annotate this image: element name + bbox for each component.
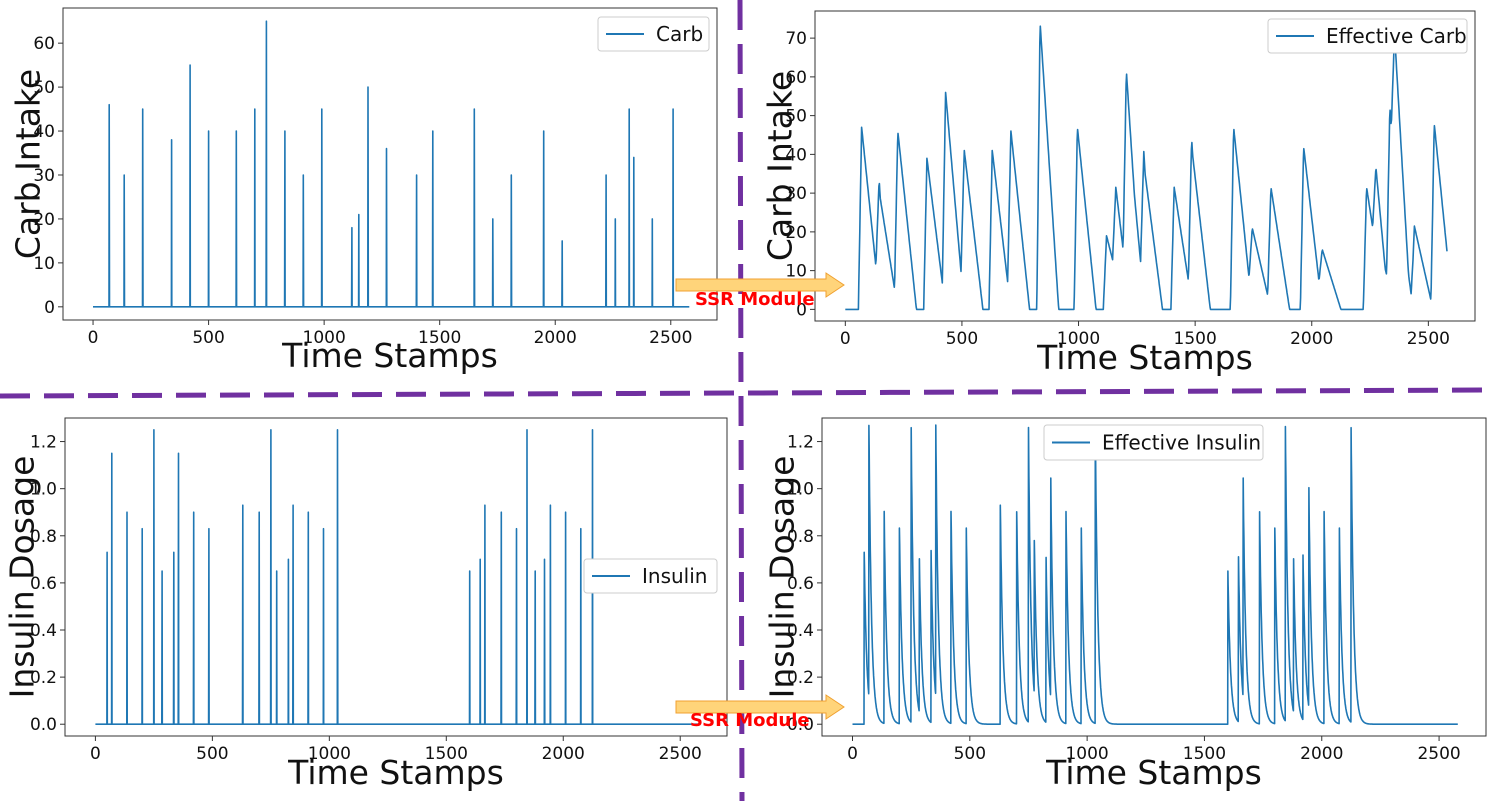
x-axis-label: Time Stamps <box>1036 338 1253 377</box>
y-tick-label: 60 <box>33 34 55 54</box>
y-tick-label: 1.2 <box>787 433 814 453</box>
x-tick-label: 1500 <box>1174 329 1217 349</box>
vertical-divider <box>737 0 745 801</box>
y-tick-label: 10 <box>33 254 55 274</box>
y-tick-label: 1.0 <box>30 480 57 500</box>
ssr-module-arrow-bottom: SSR Module <box>675 694 845 731</box>
series-line-insulin <box>95 429 699 725</box>
y-tick-label: 0.8 <box>787 527 814 547</box>
x-tick-label: 1500 <box>1183 744 1226 764</box>
legend: Carb <box>597 16 710 52</box>
y-tick-label: 20 <box>33 210 55 230</box>
series-line-carb <box>93 20 690 308</box>
x-tick-label: 1500 <box>418 328 461 348</box>
y-tick-label: 10 <box>785 262 807 282</box>
x-tick-label: 2500 <box>1417 744 1460 764</box>
chart-bottom-right: 0 500 1000 1500 2000 2500 0.0 0.2 0.4 0.6 0.8 1.0 1.… <box>763 417 1487 792</box>
x-axis-label: Time Stamps <box>287 753 504 792</box>
plot-frame <box>821 417 1487 737</box>
y-tick-label: 0 <box>44 298 55 318</box>
y-tick-label: 0.8 <box>30 527 57 547</box>
ssr-module-arrow-top: SSR Module <box>675 272 845 310</box>
x-tick-label: 2000 <box>1300 744 1343 764</box>
x-axis-label: Time Stamps <box>1045 753 1262 792</box>
series-line-effective-carb <box>845 25 1448 311</box>
plot-frame <box>62 7 718 321</box>
y-tick-label: 1.0 <box>787 480 814 500</box>
plot-frame <box>64 417 728 737</box>
y-tick-label: 0.0 <box>30 715 57 735</box>
series-line-effective-insulin <box>851 424 1459 725</box>
ssr-module-label: SSR Module <box>695 289 815 310</box>
legend-box <box>583 558 718 594</box>
y-tick-label: 30 <box>785 184 807 204</box>
y-tick-label: 70 <box>785 29 807 49</box>
legend-box <box>1267 18 1468 54</box>
y-tick-label: 0.4 <box>787 621 814 641</box>
x-tick-label: 1000 <box>1065 744 1108 764</box>
y-tick-label: 0.6 <box>787 574 814 594</box>
legend-label: Insulin <box>642 564 707 588</box>
y-tick-label: 0.2 <box>30 668 57 688</box>
chart-top-right: 0 500 1000 1500 2000 2500 0 10 20 30 40 50 60 70 Time … <box>761 10 1476 377</box>
legend-box <box>1043 424 1264 461</box>
y-tick-label: 20 <box>785 223 807 243</box>
ssr-module-label: SSR Module <box>690 710 810 731</box>
legend-label: Effective Insulin <box>1102 431 1261 455</box>
x-tick-label: 0 <box>90 744 101 764</box>
y-axis-label: Carb Intake <box>761 71 800 261</box>
legend-label: Carb <box>656 22 703 46</box>
x-tick-label: 2000 <box>1290 329 1333 349</box>
y-tick-label: 1.2 <box>30 433 57 453</box>
x-tick-label: 2500 <box>659 744 702 764</box>
x-tick-label: 0 <box>840 329 851 349</box>
y-tick-label: 50 <box>33 78 55 98</box>
x-tick-label: 1000 <box>1057 329 1100 349</box>
legend-box <box>597 16 710 52</box>
legend: Effective Insulin <box>1043 424 1264 461</box>
x-tick-label: 2500 <box>1407 329 1450 349</box>
y-tick-label: 60 <box>785 68 807 88</box>
legend-label: Effective Carb <box>1326 24 1467 48</box>
x-tick-label: 1500 <box>425 744 468 764</box>
x-tick-label: 1000 <box>308 744 351 764</box>
horizontal-divider <box>0 387 1495 399</box>
x-tick-label: 0 <box>847 744 858 764</box>
chart-top-left: 0 500 1000 1500 2000 2500 0 10 20 30 40 50 60 Time St… <box>9 7 718 375</box>
plot-frame <box>814 10 1476 322</box>
x-tick-label: 500 <box>192 328 224 348</box>
y-tick-label: 40 <box>33 122 55 142</box>
y-tick-label: 0 <box>796 300 807 320</box>
legend: Effective Carb <box>1267 18 1468 54</box>
y-tick-label: 0.4 <box>30 621 57 641</box>
y-tick-label: 30 <box>33 166 55 186</box>
y-tick-label: 0.2 <box>787 668 814 688</box>
right-arrow-icon <box>675 694 845 720</box>
x-tick-label: 500 <box>196 744 228 764</box>
x-tick-label: 2000 <box>534 328 577 348</box>
x-tick-label: 500 <box>946 329 978 349</box>
y-axis-label: Insulin Dosage <box>3 456 42 699</box>
right-arrow-icon <box>675 272 845 298</box>
y-tick-label: 0.6 <box>30 574 57 594</box>
chart-bottom-left: 0 500 1000 1500 2000 2500 0.0 0.2 0.4 0.6 0.8 1.0 1.… <box>3 417 728 792</box>
x-tick-label: 1000 <box>303 328 346 348</box>
x-tick-label: 0 <box>88 328 99 348</box>
y-tick-label: 0.0 <box>787 715 814 735</box>
y-tick-label: 50 <box>785 107 807 127</box>
y-axis-label: Insulin Dosage <box>763 456 802 699</box>
x-tick-label: 2000 <box>542 744 585 764</box>
x-tick-label: 500 <box>954 744 986 764</box>
x-axis-label: Time Stamps <box>281 336 498 375</box>
y-axis-label: Carb Intake <box>9 69 48 259</box>
legend: Insulin <box>583 558 718 594</box>
x-tick-label: 2500 <box>649 328 692 348</box>
y-tick-label: 40 <box>785 145 807 165</box>
